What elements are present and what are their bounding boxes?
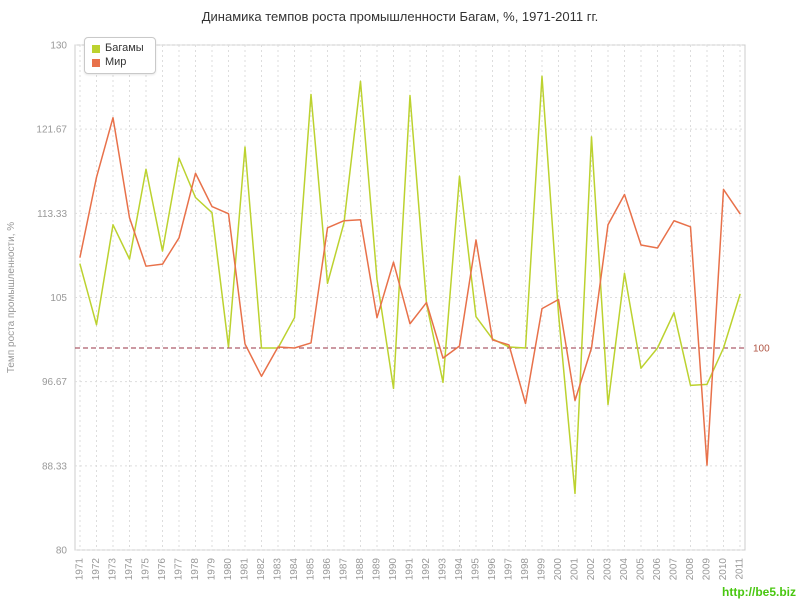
- svg-text:1984: 1984: [289, 558, 300, 581]
- legend-item-bahamas[interactable]: Багамы: [92, 43, 144, 54]
- x-axis-tick-labels: 1971 1972 1973 1974 1975 1976 1977 1978 1979 1980…: [75, 558, 746, 581]
- svg-text:1991: 1991: [405, 558, 416, 581]
- svg-text:1986: 1986: [322, 558, 333, 581]
- svg-text:1993: 1993: [438, 558, 449, 581]
- svg-text:2002: 2002: [586, 558, 597, 581]
- y-axis-title: Темп роста промышленности, %: [6, 222, 17, 373]
- svg-text:1981: 1981: [240, 558, 251, 581]
- svg-text:2010: 2010: [718, 558, 729, 581]
- svg-text:1983: 1983: [273, 558, 284, 581]
- svg-text:121.67: 121.67: [36, 125, 67, 136]
- svg-text:1998: 1998: [520, 558, 531, 581]
- legend: Багамы Мир: [84, 37, 156, 74]
- svg-text:1977: 1977: [174, 558, 185, 581]
- svg-text:1994: 1994: [454, 558, 465, 581]
- svg-text:2011: 2011: [735, 558, 746, 580]
- svg-text:2005: 2005: [636, 558, 647, 581]
- legend-label-bahamas: Багамы: [105, 42, 144, 54]
- reference-line-label: 100: [753, 344, 770, 355]
- svg-text:1997: 1997: [504, 558, 515, 581]
- svg-text:105: 105: [50, 293, 67, 304]
- svg-text:1987: 1987: [339, 558, 350, 581]
- svg-text:2009: 2009: [702, 558, 713, 581]
- y-axis-tick-labels: 130 121.67 113.33 105 96.67 88.33 80: [36, 41, 67, 557]
- chart-title: Динамика темпов роста промышленности Баг…: [201, 9, 599, 24]
- svg-text:1973: 1973: [108, 558, 119, 581]
- svg-text:2000: 2000: [553, 558, 564, 581]
- svg-text:1971: 1971: [75, 558, 86, 581]
- svg-text:2007: 2007: [669, 558, 680, 581]
- svg-text:130: 130: [50, 41, 67, 52]
- legend-marker-world: [92, 58, 100, 67]
- svg-text:2008: 2008: [685, 558, 696, 581]
- svg-text:1990: 1990: [388, 558, 399, 581]
- series-line-bahamas: [79, 75, 741, 495]
- series-line-world: [79, 116, 741, 466]
- svg-text:1985: 1985: [306, 558, 317, 581]
- legend-marker-bahamas: [92, 44, 100, 53]
- svg-text:1996: 1996: [487, 558, 498, 581]
- svg-text:2001: 2001: [570, 558, 581, 581]
- svg-text:1974: 1974: [124, 558, 135, 581]
- svg-text:1979: 1979: [207, 558, 218, 581]
- svg-text:1995: 1995: [471, 558, 482, 581]
- svg-text:1972: 1972: [91, 558, 102, 581]
- svg-text:1978: 1978: [190, 558, 201, 581]
- svg-text:1989: 1989: [372, 558, 383, 581]
- svg-text:1980: 1980: [223, 558, 234, 581]
- watermark-link[interactable]: http://be5.biz: [722, 585, 796, 599]
- svg-text:2006: 2006: [652, 558, 663, 581]
- svg-text:1975: 1975: [141, 558, 152, 581]
- svg-text:1982: 1982: [256, 558, 267, 581]
- legend-label-world: Мир: [105, 56, 127, 68]
- svg-text:113.33: 113.33: [37, 209, 67, 220]
- svg-text:88.33: 88.33: [42, 461, 67, 472]
- svg-text:96.67: 96.67: [42, 377, 67, 388]
- svg-text:1988: 1988: [355, 558, 366, 581]
- svg-text:80: 80: [56, 546, 68, 557]
- svg-text:1999: 1999: [537, 558, 548, 581]
- svg-text:2003: 2003: [603, 558, 614, 581]
- svg-text:2004: 2004: [619, 558, 630, 581]
- svg-text:1992: 1992: [421, 558, 432, 581]
- svg-text:1976: 1976: [157, 558, 168, 581]
- gridlines: [75, 44, 745, 551]
- legend-item-world[interactable]: Мир: [92, 57, 144, 68]
